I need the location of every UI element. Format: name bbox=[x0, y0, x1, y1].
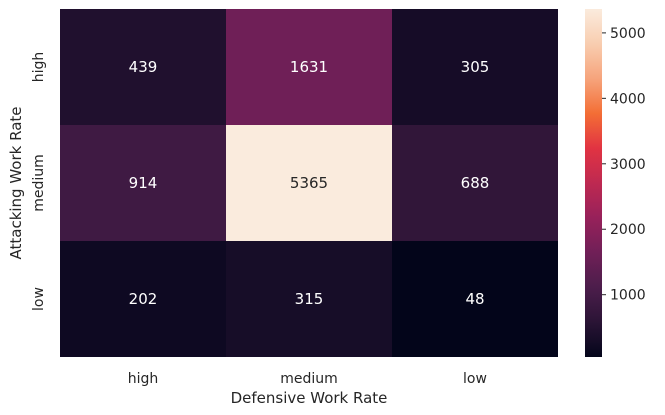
x-tick-label: low bbox=[463, 371, 487, 387]
heatmap-cell bbox=[60, 241, 226, 357]
cell-value-label: 48 bbox=[465, 290, 484, 308]
x-tick-label: high bbox=[128, 371, 159, 387]
cell-value-label: 439 bbox=[129, 58, 158, 76]
y-axis-label: Attacking Work Rate bbox=[7, 107, 25, 260]
cell-value-label: 688 bbox=[461, 174, 490, 192]
heatmap-cell bbox=[392, 241, 558, 357]
cell-value-label: 1631 bbox=[290, 58, 328, 76]
colorbar-tick-label: 3000 bbox=[610, 157, 646, 173]
y-tick-labels: high medium low bbox=[31, 52, 47, 311]
cell-value-label: 914 bbox=[129, 174, 158, 192]
heatmap-cell bbox=[60, 9, 226, 125]
colorbar-ticks: 1000 2000 3000 4000 5000 bbox=[602, 26, 646, 304]
colorbar-tick-label: 4000 bbox=[610, 91, 646, 107]
x-tick-label: medium bbox=[280, 371, 338, 387]
heatmap-cell bbox=[226, 9, 392, 125]
y-tick-label: medium bbox=[31, 154, 47, 212]
colorbar-tick-label: 5000 bbox=[610, 26, 646, 42]
heatmap-cell bbox=[226, 241, 392, 357]
heatmap-cell bbox=[392, 9, 558, 125]
cell-value-label: 202 bbox=[129, 290, 158, 308]
cell-value-label: 315 bbox=[295, 290, 324, 308]
x-tick-labels: high medium low bbox=[128, 371, 487, 387]
cell-value-label: 305 bbox=[461, 58, 490, 76]
cell-value-label: 5365 bbox=[290, 174, 328, 192]
heatmap-cells bbox=[60, 9, 558, 357]
y-tick-label: high bbox=[31, 52, 47, 83]
y-tick-label: low bbox=[31, 287, 47, 311]
heatmap-cell bbox=[60, 125, 226, 241]
heatmap-cell bbox=[226, 125, 392, 241]
heatmap-cell bbox=[392, 125, 558, 241]
x-axis-label: Defensive Work Rate bbox=[231, 389, 388, 407]
colorbar bbox=[585, 9, 602, 357]
colorbar-tick-label: 2000 bbox=[610, 222, 646, 238]
heatmap-cell-labels: 439 1631 305 914 5365 688 202 315 48 bbox=[129, 58, 490, 308]
colorbar-tick-label: 1000 bbox=[610, 288, 646, 304]
